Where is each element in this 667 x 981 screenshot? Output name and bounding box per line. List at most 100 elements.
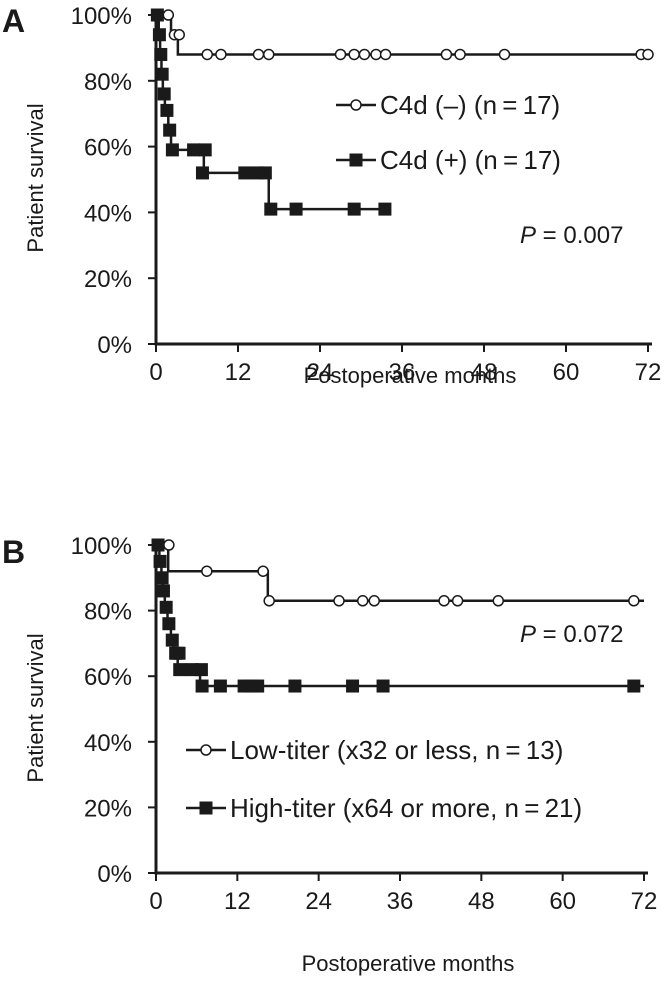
panel-a-series-1-point (289, 202, 303, 216)
panel-a-x-tick-label: 12 (225, 359, 252, 386)
panel-b-series-1-point (156, 584, 170, 598)
panel-a-series-1-point (150, 8, 164, 22)
panel-b-series-1-point (162, 617, 176, 631)
panel-b-y-tick-label: 100% (71, 533, 132, 560)
panel-a-series-0-point (642, 48, 654, 61)
panel-a-series-0-point (201, 48, 213, 61)
panel-a-series-0-point (498, 48, 511, 61)
panel-a-series-0-point (252, 48, 265, 61)
panel-b-series-1-point (153, 554, 167, 568)
panel-b-series-0-point (263, 595, 275, 607)
legend-label-c4d-positive: C4d (+) (n = 17) (380, 145, 561, 175)
panel-a-series-1-point (160, 103, 174, 117)
legend-marker-open-circle (350, 99, 362, 111)
panel-a-y-ticks: 0% 20% 40% 60% 80% 100% (71, 3, 156, 359)
panel-a-axes (154, 12, 652, 346)
panel-b-series-0-point (356, 595, 369, 607)
panel-b-letter: B (2, 534, 25, 570)
panel-a-series-0-point (173, 28, 185, 41)
panel-b-series-0-point (163, 539, 175, 551)
panel-b-axes (154, 540, 648, 875)
panel-b-x-axis-label: Postoperative months (302, 951, 515, 976)
panel-a-x-tick-label: 48 (471, 359, 498, 386)
panel-b-curves (151, 538, 644, 693)
panel-a-series-0-line (156, 13, 648, 56)
panel-b-series-1-point (288, 679, 302, 693)
panel-b-series-1-point (172, 646, 186, 660)
panel-a-x-axis-label: Postoperative months (304, 363, 517, 388)
panel-a-series-1-point (378, 202, 392, 216)
panel-a-x-tick-label: 36 (389, 359, 416, 386)
panel-a-y-tick-label: 0% (97, 332, 132, 359)
panel-a-series-1-point (155, 67, 169, 81)
panel-b-series-0-point (368, 595, 380, 607)
panel-b-x-ticks: 0 12 24 36 48 60 72 (149, 873, 657, 915)
panel-a-y-tick-label: 60% (84, 135, 132, 162)
panel-a-curves (150, 8, 654, 216)
panel-a-series-1-point (187, 143, 201, 157)
panel-b-series-0-point (257, 565, 269, 577)
panel-a-series-1-line (156, 13, 385, 211)
legend-label-low-titer: Low-titer (x32 or less, n = 13) (230, 735, 563, 765)
panel-b-series-0-point (438, 595, 450, 607)
legend-label-c4d-negative: C4d (–) (n = 17) (380, 90, 560, 120)
panel-a-series-0-point (379, 48, 392, 61)
panel-a-letter: A (2, 3, 25, 39)
panel-b-series-1-point (213, 679, 227, 693)
panel-a-series-1-point (264, 202, 278, 216)
panel-a-series-1-point (157, 87, 171, 101)
panel-a-series-0-point (162, 9, 175, 21)
panel-a-series-1-point (163, 123, 177, 137)
panel-b-series-1-point (194, 663, 208, 677)
panel-b-x-tick-label: 48 (468, 888, 495, 915)
panel-a-legend: C4d (–) (n = 17) C4d (+) (n = 17) (336, 90, 561, 175)
panel-a-y-axis-label: Patient survival (23, 103, 48, 252)
panel-b-legend: Low-titer (x32 or less, n = 13) High-tit… (186, 735, 582, 823)
panel-a-p-value: P = 0.007 (520, 222, 623, 249)
panel-a-y-tick-label: 40% (84, 200, 132, 227)
panel-b-x-tick-label: 60 (549, 888, 576, 915)
panel-b-series-0-point (492, 595, 505, 607)
panel-b-y-tick-label: 40% (84, 730, 132, 757)
panel-a: A Patient survival Postoperative months … (2, 3, 661, 388)
panel-a-series-0-point (348, 48, 360, 61)
panel-a-x-tick-label: 60 (553, 359, 580, 386)
panel-b-series-1-point (151, 538, 165, 552)
panel-b-y-tick-label: 80% (84, 599, 132, 626)
panel-a-series-1-point (198, 143, 212, 157)
panel-a-x-tick-label: 24 (307, 359, 334, 386)
panel-b-series-1-point (251, 679, 265, 693)
panel-b-p-value: P = 0.072 (520, 621, 623, 648)
legend-marker-filled-square (349, 153, 363, 167)
panel-b-y-ticks: 0% 20% 40% 60% 80% 100% (71, 533, 156, 888)
legend-marker-open-circle (200, 744, 212, 756)
panel-b-x-tick-label: 12 (224, 888, 251, 915)
panel-a-series-0-point (263, 48, 275, 61)
panel-a-series-0-point (334, 48, 347, 61)
panel-a-series-1-point (195, 166, 209, 180)
panel-b-series-0-line (156, 543, 644, 603)
panel-b-series-1-point (165, 633, 179, 647)
panel-b-series-0-point (628, 595, 640, 607)
panel-a-x-tick-label: 72 (635, 359, 662, 386)
legend-marker-filled-square (199, 801, 213, 815)
panel-b-series-1-line (156, 543, 644, 688)
panel-a-series-1-point (154, 47, 168, 61)
panel-b-series-1-point (173, 663, 187, 677)
panel-a-x-tick-label: 0 (149, 359, 162, 386)
panel-b-series-1-point (155, 571, 169, 585)
panel-a-y-tick-label: 20% (84, 266, 132, 293)
panel-a-series-0-point (215, 48, 227, 61)
panel-a-series-1-point (238, 166, 252, 180)
panel-a-x-ticks: 0 12 24 36 48 60 72 (149, 344, 661, 386)
panel-a-series-0-point (358, 48, 371, 61)
panel-b-series-1-point (159, 600, 173, 614)
panel-b-y-tick-label: 0% (97, 861, 132, 888)
panel-b-x-tick-label: 36 (387, 888, 414, 915)
panel-a-series-1-point (165, 143, 179, 157)
panel-b-series-1-point (376, 679, 390, 693)
panel-a-y-tick-label: 100% (71, 3, 132, 30)
panel-a-series-0-point (440, 48, 453, 61)
panel-a-y-tick-label: 80% (84, 69, 132, 96)
